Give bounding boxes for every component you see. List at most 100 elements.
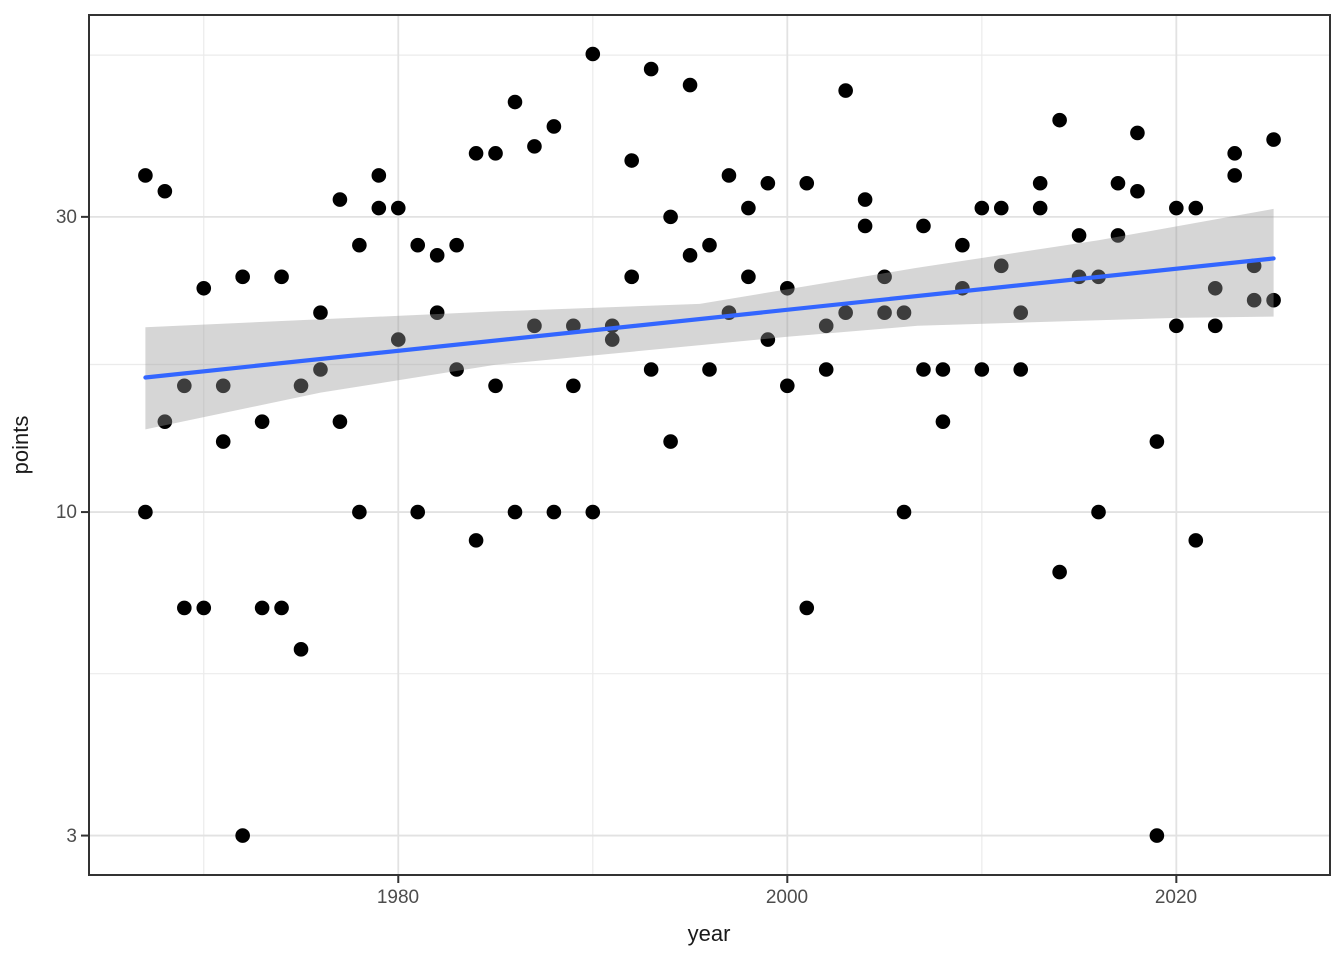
data-point [585,504,601,520]
data-point [527,318,542,334]
data-point [429,248,445,263]
x-tick-label: 1980 [377,887,419,908]
data-point [546,504,562,520]
data-point [1130,125,1145,141]
data-point [721,168,737,183]
data-point [643,61,659,77]
data-point [507,504,523,520]
x-tick-label: 2000 [766,887,808,908]
data-point [177,600,192,616]
data-point [1032,200,1048,216]
data-point [799,600,815,616]
data-point [390,200,406,216]
data-point [1188,200,1204,216]
regression-line [143,256,1276,380]
data-point [488,378,503,394]
data-point [1013,305,1029,321]
data-point [1110,175,1126,191]
data-point [1130,183,1145,199]
y-tick-label: 30 [56,207,77,228]
data-point [235,828,250,843]
data-point [215,378,231,394]
data-point [1052,112,1067,128]
data-layer [138,46,1281,843]
data-point [254,600,270,616]
data-point [1149,434,1165,449]
data-point [371,168,387,183]
data-point [1110,228,1126,243]
data-point [1032,175,1048,191]
data-point [352,237,367,253]
data-point [566,378,581,394]
data-point [157,183,173,199]
data-point [1227,168,1242,183]
data-point [468,146,484,161]
data-point [935,362,951,377]
data-point [332,414,348,429]
data-point [1169,318,1184,334]
data-point [546,119,562,134]
data-point [468,533,484,548]
data-point [799,175,815,191]
data-point [352,504,367,520]
data-point [1207,280,1223,296]
data-point [974,200,990,216]
data-point [390,332,406,347]
data-point [604,332,620,347]
data-point [682,77,698,93]
data-point [332,192,348,207]
data-point [157,414,173,429]
data-point [585,46,601,62]
data-point [935,414,951,429]
data-point [254,414,270,429]
data-point [1052,564,1067,580]
data-point [1266,132,1281,147]
panel-border [88,14,1331,876]
data-point [410,504,426,520]
data-point [235,269,250,285]
data-point [1246,292,1262,308]
data-point [760,332,776,347]
data-point [274,600,289,616]
data-point [293,642,309,657]
data-point [838,83,853,98]
data-point [780,378,795,394]
data-point [624,153,639,168]
data-point [313,362,328,377]
data-point [1169,200,1184,216]
data-point [196,600,212,616]
data-point [1091,504,1106,520]
data-point [1013,362,1029,377]
data-point [702,237,717,253]
data-point [741,200,756,216]
data-point [818,362,834,377]
y-tick-label: 3 [66,826,77,847]
data-point [896,504,912,520]
data-point [760,175,776,191]
data-point [663,209,678,225]
data-point [916,218,931,234]
data-point [1207,318,1223,334]
data-point [1149,828,1165,843]
data-point [896,305,912,321]
data-point [624,269,639,285]
data-point [663,434,678,449]
x-axis-title: year [688,921,731,946]
y-axis-title: points [8,416,33,475]
axis-ticks [81,215,1178,883]
data-point [955,237,970,253]
data-point [780,280,795,296]
data-point [818,318,834,334]
data-point [410,237,426,253]
data-point [527,139,542,154]
data-point [857,192,873,207]
y-tick-label: 10 [56,502,77,523]
data-point [877,305,892,321]
data-point [371,200,387,216]
data-point [682,248,698,263]
data-point [877,269,892,285]
data-point [1071,228,1087,243]
gridlines [89,15,1330,875]
data-point [196,280,212,296]
